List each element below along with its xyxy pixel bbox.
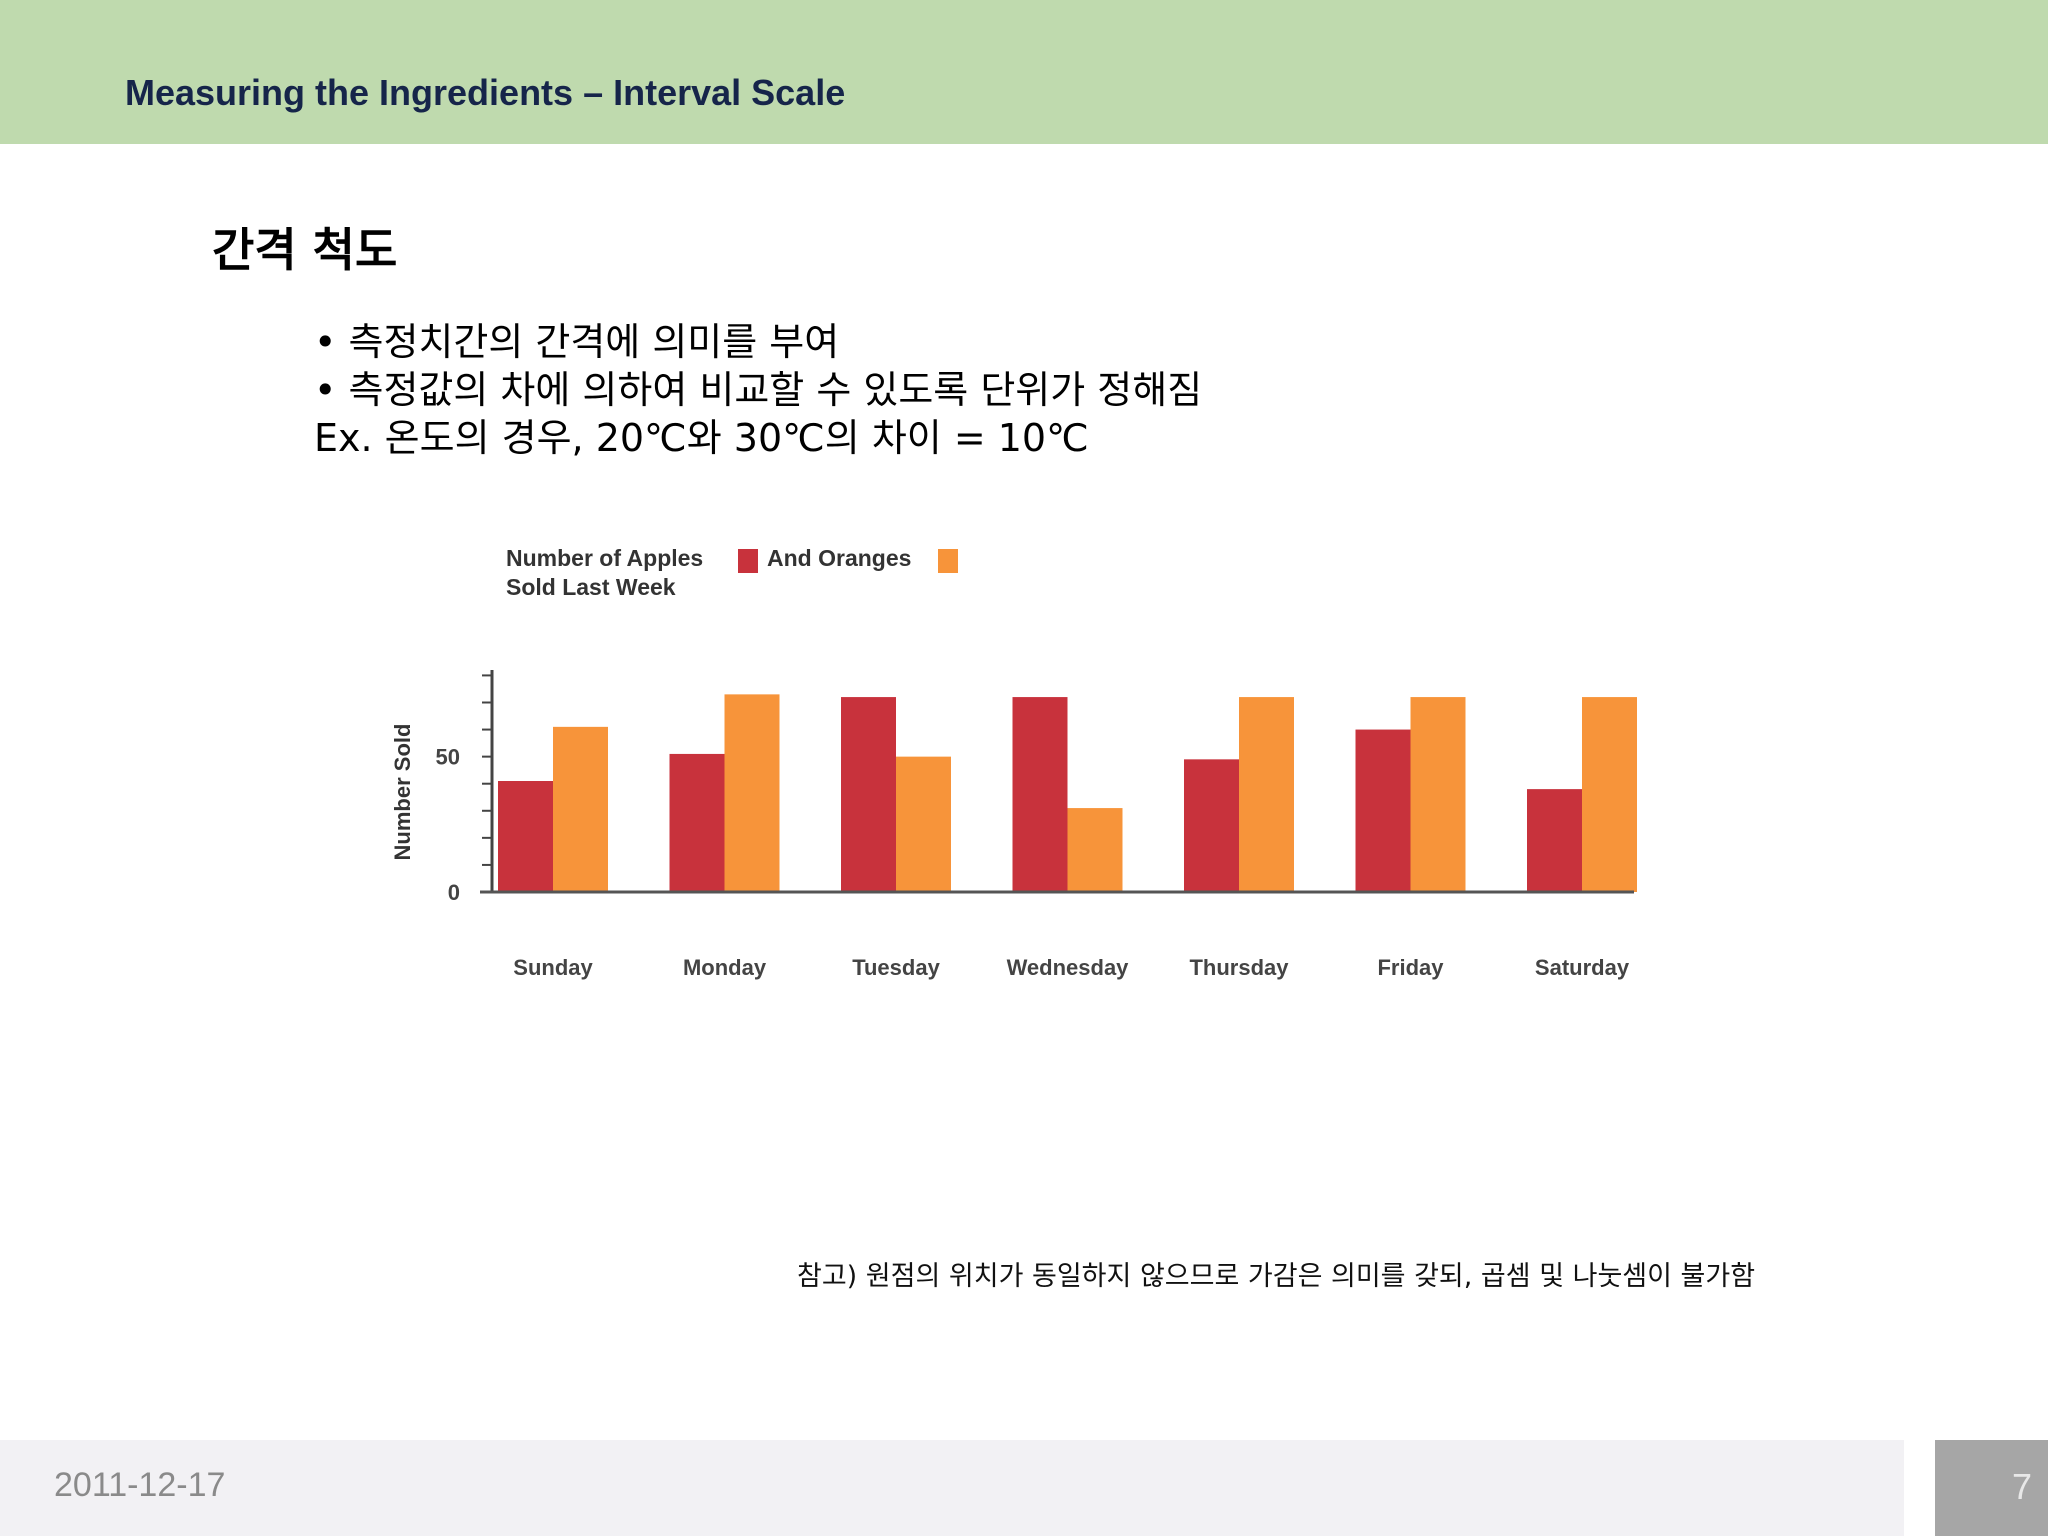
x-tick-label: Thursday bbox=[1189, 955, 1289, 980]
x-tick-label: Tuesday bbox=[852, 955, 940, 980]
chart-svg: Number of Apples And Oranges Sold Last Wee… bbox=[390, 545, 1637, 980]
legend-swatch-apples bbox=[738, 549, 758, 573]
chart-title-line-2: Sold Last Week bbox=[506, 574, 676, 600]
example-line: Ex. 온도의 경우, 20℃와 30℃의 차이 = 10℃ bbox=[314, 416, 1089, 460]
page-number-box: 7 bbox=[1935, 1440, 2048, 1536]
y-tick-label: 50 bbox=[436, 745, 460, 770]
x-tick-label: Saturday bbox=[1535, 955, 1630, 980]
bar-apples-friday bbox=[1355, 729, 1411, 892]
bar-apples-tuesday bbox=[841, 697, 896, 892]
bullet-line-1: • 측정치간의 간격에 의미를 부여 bbox=[314, 320, 840, 364]
x-tick-label: Sunday bbox=[513, 955, 593, 980]
x-tick-label: Friday bbox=[1377, 955, 1444, 980]
bar-apples-sunday bbox=[498, 781, 553, 892]
bar-apples-saturday bbox=[1527, 789, 1582, 892]
legend-swatch-oranges bbox=[938, 549, 958, 573]
bar-apples-wednesday bbox=[1012, 697, 1068, 892]
footer-date: 2011-12-17 bbox=[54, 1466, 226, 1504]
bar-oranges-sunday bbox=[553, 726, 608, 892]
section-heading: 간격 척도 bbox=[212, 223, 398, 277]
bar-oranges-tuesday bbox=[896, 756, 951, 892]
bar-oranges-saturday bbox=[1582, 697, 1637, 892]
slide-footer: 2011-12-17 bbox=[0, 1440, 1904, 1536]
bar-apples-monday bbox=[669, 753, 725, 892]
chart-title-line-1: Number of Apples bbox=[506, 545, 703, 571]
bar-oranges-thursday bbox=[1239, 697, 1294, 892]
reference-note: 참고) 원점의 위치가 동일하지 않으므로 가감은 의미를 갖되, 곱셈 및 나… bbox=[797, 1261, 1756, 1292]
slide-header: Measuring the Ingredients – Interval Sca… bbox=[0, 0, 2048, 144]
bar-chart: Number of Apples And Oranges Sold Last Wee… bbox=[350, 520, 1670, 1010]
bar-oranges-monday bbox=[724, 694, 780, 892]
y-axis-label: Number Sold bbox=[390, 724, 415, 861]
y-tick-label: 0 bbox=[448, 880, 460, 905]
x-tick-label: Wednesday bbox=[1007, 955, 1130, 980]
page-number: 7 bbox=[2011, 1466, 2032, 1507]
bar-oranges-wednesday bbox=[1067, 808, 1123, 892]
bar-apples-thursday bbox=[1184, 759, 1239, 892]
bullet-line-2: • 측정값의 차에 의하여 비교할 수 있도록 단위가 정해짐 bbox=[314, 368, 1203, 412]
x-tick-label: Monday bbox=[683, 955, 767, 980]
slide-title: Measuring the Ingredients – Interval Sca… bbox=[125, 72, 846, 113]
chart-title-suffix: And Oranges bbox=[767, 545, 911, 571]
bar-oranges-friday bbox=[1410, 697, 1466, 892]
